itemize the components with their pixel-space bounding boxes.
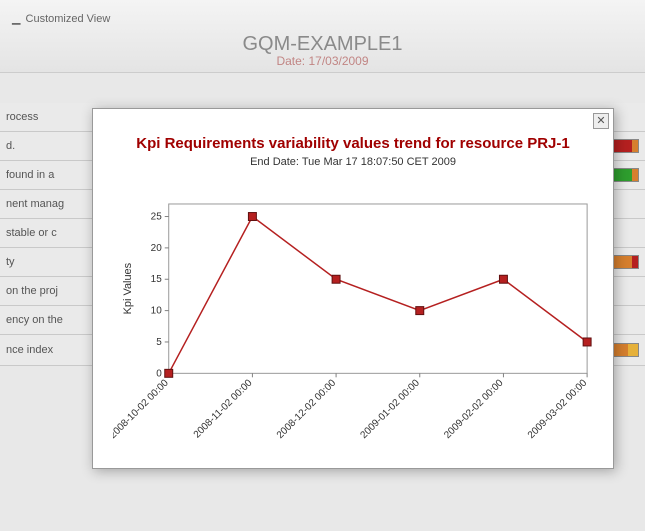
customized-view-toggle[interactable]: ▁ Customized View [0,8,645,29]
chart-modal: ✕ Kpi Requirements variability values tr… [92,108,614,469]
svg-text:2009-03-02 00:00: 2009-03-02 00:00 [526,377,590,441]
svg-text:2008-11-02 00:00: 2008-11-02 00:00 [192,377,255,440]
svg-text:10: 10 [151,306,163,317]
customized-view-label: Customized View [26,13,111,25]
page-date: Date: 17/03/2009 [0,54,645,68]
page-header: ▁ Customized View GQM-EXAMPLE1 Date: 17/… [0,0,645,73]
svg-text:2008-12-02 00:00: 2008-12-02 00:00 [275,377,339,441]
svg-text:Kpi Values: Kpi Values [122,262,134,314]
svg-text:2009-01-02 00:00: 2009-01-02 00:00 [359,377,423,441]
svg-text:25: 25 [151,212,163,223]
page-title: GQM-EXAMPLE1 [0,29,645,56]
svg-text:2008-10-02 00:00: 2008-10-02 00:00 [113,377,171,441]
svg-text:15: 15 [151,274,163,285]
bar-segment [632,140,638,152]
underline-icon: ▁ [12,13,18,25]
bar-segment [628,344,638,356]
svg-text:2009-02-02 00:00: 2009-02-02 00:00 [442,377,506,441]
svg-text:5: 5 [156,337,162,348]
chart-area: 0 5 10 15 20 25 Kpi Values 2008-10-02 00:00 2008… [113,199,603,458]
close-icon[interactable]: ✕ [593,113,609,129]
line-chart: 0 5 10 15 20 25 Kpi Values 2008-10-02 00:00 2008… [113,199,603,458]
chart-subtitle: End Date: Tue Mar 17 18:07:50 CET 2009 [93,156,613,168]
bar-segment [632,256,638,268]
bar-segment [632,169,638,181]
svg-text:0: 0 [156,368,162,379]
svg-text:20: 20 [151,243,163,254]
chart-title: Kpi Requirements variability values tren… [93,109,613,154]
